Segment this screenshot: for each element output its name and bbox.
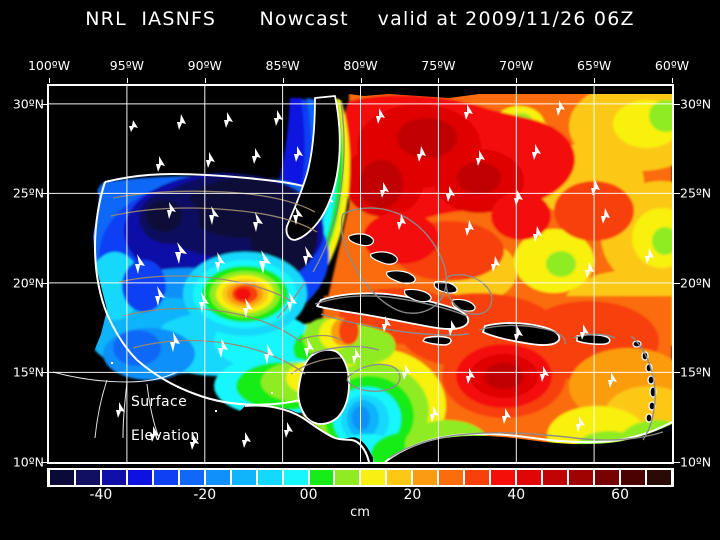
lat-tick-label-right: 30ºN bbox=[680, 96, 712, 112]
current-vectors bbox=[116, 100, 654, 450]
colorbar-swatch[interactable] bbox=[74, 470, 101, 485]
lat-tick-label-right: 10ºN bbox=[680, 454, 712, 470]
lat-tick-mark-left bbox=[41, 103, 47, 105]
lon-tick-mark bbox=[126, 78, 128, 83]
lat-tick-mark-left bbox=[41, 462, 47, 463]
lat-tick-mark-right bbox=[674, 282, 680, 284]
surface-elevation-field bbox=[49, 86, 672, 462]
lat-tick-label-left: 30ºN bbox=[12, 96, 44, 112]
colorbar[interactable] bbox=[47, 468, 674, 487]
lon-tick-mark bbox=[594, 78, 596, 83]
page-title: NRL IASNFS Nowcast valid at 2009/11/26 0… bbox=[85, 8, 635, 30]
colorbar-swatch[interactable] bbox=[619, 470, 646, 485]
lon-tick-mark bbox=[516, 78, 518, 83]
lon-tick-label: 100ºW bbox=[27, 58, 71, 73]
colorbar-tick-label: 60 bbox=[611, 487, 629, 503]
lon-tick-label: 95ºW bbox=[109, 58, 144, 73]
lat-tick-label-right: 15ºN bbox=[680, 364, 712, 380]
colorbar-swatch[interactable] bbox=[178, 470, 205, 485]
lon-tick-label: 85ºW bbox=[265, 58, 300, 73]
colorbar-swatch[interactable] bbox=[334, 470, 361, 485]
lat-tick-label-right: 25ºN bbox=[680, 185, 712, 201]
coast-speckle bbox=[111, 362, 273, 412]
colorbar-tick-label: 20 bbox=[403, 487, 422, 503]
lon-tick-mark bbox=[438, 78, 440, 83]
colorbar-swatch[interactable] bbox=[386, 470, 413, 485]
colorbar-swatch[interactable] bbox=[230, 470, 257, 485]
lat-tick-mark-left bbox=[41, 282, 47, 284]
lon-tick-label: 90ºW bbox=[187, 58, 222, 73]
map-annotation-line2: Elevation bbox=[131, 428, 200, 444]
lat-tick-mark-right bbox=[674, 103, 680, 105]
lat-tick-mark-right bbox=[674, 462, 680, 463]
lon-tick-label: 80ºW bbox=[343, 58, 378, 73]
colorbar-tick-label: -20 bbox=[193, 487, 217, 503]
colorbar-swatch[interactable] bbox=[204, 470, 231, 485]
colorbar-swatch[interactable] bbox=[152, 470, 179, 485]
colorbar-tick-label: 00 bbox=[299, 487, 318, 503]
colorbar-swatch[interactable] bbox=[126, 470, 153, 485]
colorbar-swatch[interactable] bbox=[256, 470, 283, 485]
colorbar-tick-label: 40 bbox=[507, 487, 526, 503]
lat-tick-mark-right bbox=[674, 193, 680, 195]
lon-tick-mark bbox=[672, 78, 673, 83]
colorbar-tick-label: -40 bbox=[89, 487, 113, 503]
colorbar-swatch[interactable] bbox=[282, 470, 309, 485]
colorbar-swatch[interactable] bbox=[100, 470, 127, 485]
lon-tick-label: 65ºW bbox=[577, 58, 612, 73]
colorbar-swatch[interactable] bbox=[645, 470, 672, 485]
lat-tick-mark-left bbox=[41, 372, 47, 374]
lat-tick-mark-left bbox=[41, 193, 47, 195]
map-gridlines bbox=[49, 86, 672, 462]
lat-tick-label-left: 25ºN bbox=[12, 185, 44, 201]
lat-tick-mark-right bbox=[674, 372, 680, 374]
colorbar-unit-label: cm bbox=[350, 505, 370, 520]
colorbar-swatch[interactable] bbox=[308, 470, 335, 485]
colorbar-swatch[interactable] bbox=[516, 470, 543, 485]
lat-tick-label-left: 20ºN bbox=[12, 275, 44, 291]
colorbar-swatch[interactable] bbox=[568, 470, 595, 485]
map-annotation-line1: Surface bbox=[131, 394, 188, 410]
lat-tick-label-right: 20ºN bbox=[680, 275, 712, 291]
colorbar-swatch[interactable] bbox=[464, 470, 491, 485]
colorbar-swatch[interactable] bbox=[360, 470, 387, 485]
lon-tick-mark bbox=[49, 78, 50, 83]
lon-tick-mark bbox=[204, 78, 206, 83]
colorbar-swatch[interactable] bbox=[412, 470, 439, 485]
colorbar-swatch[interactable] bbox=[49, 470, 75, 485]
lon-tick-label: 60ºW bbox=[654, 58, 690, 73]
colorbar-swatch[interactable] bbox=[594, 470, 620, 485]
colorbar-swatch[interactable] bbox=[490, 470, 517, 485]
lat-tick-label-left: 10ºN bbox=[12, 454, 44, 470]
lat-tick-label-left: 15ºN bbox=[12, 364, 44, 380]
lon-tick-label: 70ºW bbox=[499, 58, 534, 73]
lon-tick-mark bbox=[282, 78, 284, 83]
lon-tick-mark bbox=[360, 78, 362, 83]
colorbar-swatch[interactable] bbox=[438, 470, 465, 485]
lon-tick-label: 75ºW bbox=[421, 58, 456, 73]
map-plot-area[interactable]: Surface Elevation bbox=[47, 84, 674, 464]
colorbar-swatch[interactable] bbox=[542, 470, 569, 485]
